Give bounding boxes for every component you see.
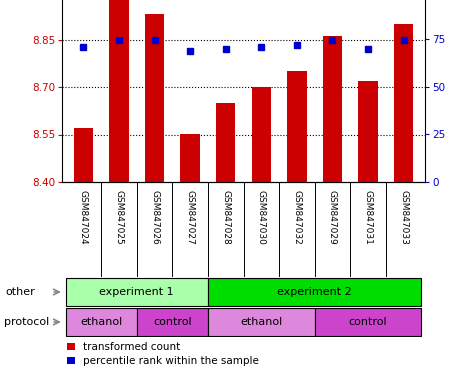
Text: GSM847029: GSM847029	[328, 190, 337, 244]
Text: GSM847031: GSM847031	[364, 190, 372, 245]
Bar	[180, 134, 200, 182]
Bar	[137, 308, 208, 336]
Legend: transformed count, percentile rank within the sample: transformed count, percentile rank withi…	[67, 342, 259, 366]
Text: experiment 1: experiment 1	[100, 287, 174, 297]
Bar	[216, 103, 235, 182]
Bar	[208, 278, 421, 306]
Text: other: other	[5, 287, 35, 297]
Text: GSM847032: GSM847032	[292, 190, 301, 244]
Bar	[109, 0, 129, 182]
Bar	[145, 14, 164, 182]
Bar	[66, 278, 208, 306]
Text: GSM847030: GSM847030	[257, 190, 266, 245]
Bar	[358, 81, 378, 182]
Text: GSM847028: GSM847028	[221, 190, 230, 244]
Text: experiment 2: experiment 2	[277, 287, 352, 297]
Bar	[323, 36, 342, 182]
Text: control: control	[153, 317, 192, 327]
Text: GSM847024: GSM847024	[79, 190, 88, 244]
Text: GSM847026: GSM847026	[150, 190, 159, 244]
Text: ethanol: ethanol	[240, 317, 282, 327]
Bar	[66, 308, 137, 336]
Bar	[315, 308, 421, 336]
Bar	[287, 71, 307, 182]
Bar	[73, 128, 93, 182]
Text: ethanol: ethanol	[80, 317, 122, 327]
Text: GSM847025: GSM847025	[114, 190, 123, 244]
Text: GSM847033: GSM847033	[399, 190, 408, 245]
Text: GSM847027: GSM847027	[186, 190, 195, 244]
Text: protocol: protocol	[4, 317, 49, 327]
Bar	[252, 87, 271, 182]
Bar	[208, 308, 315, 336]
Text: control: control	[349, 317, 387, 327]
Bar	[394, 24, 413, 182]
